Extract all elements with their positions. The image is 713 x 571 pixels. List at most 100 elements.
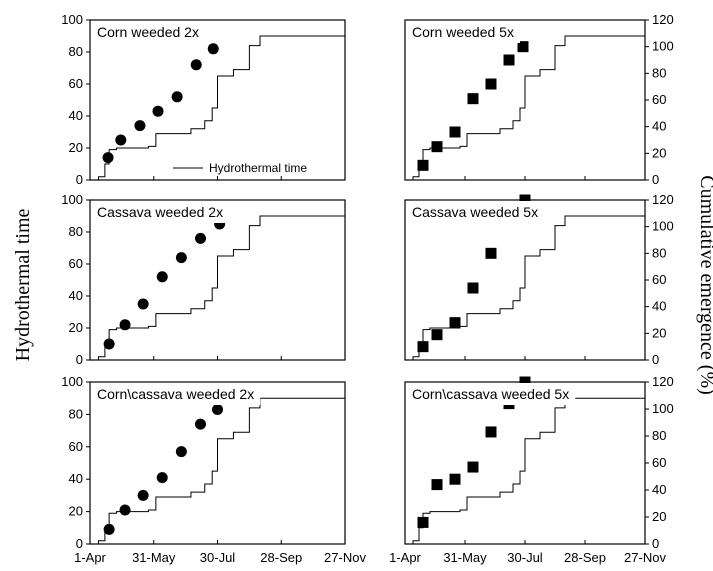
left-axis-label: Hydrothermal time bbox=[12, 209, 34, 362]
data-point-circle bbox=[156, 472, 168, 484]
panel-title: Corn\cassava weeded 5x bbox=[412, 386, 569, 402]
data-point-square bbox=[431, 479, 443, 491]
data-point-square bbox=[467, 93, 479, 105]
x-tick-label: 1-Apr bbox=[389, 550, 421, 565]
panel-title: Corn weeded 2x bbox=[97, 24, 199, 40]
data-point-square bbox=[417, 341, 429, 353]
y-tick-label: 0 bbox=[76, 352, 83, 367]
data-point-circle bbox=[137, 298, 149, 310]
x-tick-label: 30-Jul bbox=[200, 550, 236, 565]
data-point-circle bbox=[102, 152, 114, 164]
y-right-tick-label: 20 bbox=[652, 145, 666, 160]
y-tick-label: 0 bbox=[76, 536, 83, 551]
x-tick-label: 27-Nov bbox=[324, 550, 366, 565]
panel-title-box bbox=[406, 21, 520, 43]
data-point-square bbox=[485, 78, 497, 90]
panel-title-box bbox=[91, 21, 205, 43]
y-right-tick-label: 0 bbox=[652, 352, 659, 367]
y-tick-label: 20 bbox=[69, 320, 83, 335]
panel-title: Corn\cassava weeded 2x bbox=[97, 386, 254, 402]
data-point-square bbox=[485, 247, 497, 259]
panel-title-box bbox=[406, 383, 576, 405]
y-right-tick-label: 40 bbox=[652, 482, 666, 497]
hydrothermal-line bbox=[90, 397, 345, 545]
panel-title-box bbox=[91, 383, 261, 405]
data-point-circle bbox=[103, 338, 115, 350]
hydrothermal-line bbox=[90, 35, 345, 181]
y-right-tick-label: 0 bbox=[652, 172, 659, 187]
y-tick-label: 100 bbox=[61, 12, 83, 27]
y-right-tick-label: 80 bbox=[652, 65, 666, 80]
data-point-circle bbox=[134, 120, 146, 132]
x-tick-label: 1-Apr bbox=[74, 550, 106, 565]
data-point-circle bbox=[195, 418, 206, 430]
y-tick-label: 100 bbox=[61, 374, 83, 389]
data-point-circle bbox=[175, 252, 187, 264]
data-point-circle bbox=[212, 404, 223, 416]
y-right-tick-label: 20 bbox=[652, 509, 666, 524]
hydrothermal-line bbox=[405, 397, 645, 545]
hydrothermal-line bbox=[405, 35, 645, 181]
y-right-tick-label: 60 bbox=[652, 92, 666, 107]
data-point-circle bbox=[119, 504, 131, 516]
y-right-tick-label: 40 bbox=[652, 119, 666, 134]
y-tick-label: 40 bbox=[69, 471, 83, 486]
x-tick-label: 28-Sep bbox=[260, 550, 302, 565]
data-point-circle bbox=[207, 43, 219, 55]
data-point-square bbox=[467, 282, 479, 294]
y-tick-label: 60 bbox=[69, 256, 83, 271]
data-point-square bbox=[449, 317, 461, 329]
y-right-tick-label: 100 bbox=[652, 401, 674, 416]
y-right-tick-label: 60 bbox=[652, 455, 666, 470]
data-point-circle bbox=[190, 59, 202, 71]
y-tick-label: 60 bbox=[69, 76, 83, 91]
x-tick-label: 27-Nov bbox=[624, 550, 666, 565]
data-point-square bbox=[503, 54, 515, 66]
y-right-tick-label: 80 bbox=[652, 245, 666, 260]
y-right-tick-label: 60 bbox=[652, 272, 666, 287]
y-right-tick-label: 100 bbox=[652, 219, 674, 234]
panel-5: 0 20 40 60 80 100 1-Apr 31-May 30-Jul 28-Sep 27-No… bbox=[61, 374, 366, 565]
y-tick-label: 40 bbox=[69, 288, 83, 303]
y-tick-label: 60 bbox=[69, 439, 83, 454]
data-point-circle bbox=[156, 271, 168, 283]
data-point-square bbox=[519, 194, 531, 206]
data-point-circle bbox=[137, 489, 149, 501]
hydrothermal-line bbox=[90, 215, 345, 361]
y-right-tick-label: 20 bbox=[652, 325, 666, 340]
y-tick-label: 80 bbox=[69, 44, 83, 59]
y-right-tick-label: 120 bbox=[652, 374, 674, 389]
data-point-circle bbox=[195, 232, 206, 244]
panel-title: Corn weeded 5x bbox=[412, 24, 514, 40]
y-tick-label: 20 bbox=[69, 504, 83, 519]
y-right-tick-label: 80 bbox=[652, 428, 666, 443]
panel-title: Cassava weeded 5x bbox=[412, 204, 538, 220]
x-tick-label: 31-May bbox=[132, 550, 176, 565]
data-point-circle bbox=[103, 523, 115, 535]
y-right-tick-label: 120 bbox=[652, 192, 674, 207]
y-tick-label: 40 bbox=[69, 108, 83, 123]
data-point-square bbox=[449, 473, 461, 485]
data-point-circle bbox=[171, 91, 183, 103]
y-tick-label: 80 bbox=[69, 224, 83, 239]
x-tick-label: 30-Jul bbox=[507, 550, 543, 565]
y-tick-label: 0 bbox=[76, 172, 83, 187]
x-tick-label: 28-Sep bbox=[564, 550, 606, 565]
panel-4: 0 20 40 60 80 100 120 Cassava weeded 5x bbox=[404, 192, 674, 367]
data-point-square bbox=[449, 126, 461, 138]
panels-group: 0 20 40 60 80 100 Corn weeded 2x Hydrothermal t… bbox=[61, 12, 673, 565]
right-axis-label: Cumulative emergence (%) bbox=[696, 175, 713, 395]
data-point-square bbox=[417, 159, 429, 171]
data-point-circle bbox=[175, 446, 187, 458]
y-right-tick-label: 40 bbox=[652, 299, 666, 314]
y-right-tick-label: 120 bbox=[652, 12, 674, 27]
panel-title-box bbox=[406, 201, 545, 223]
y-right-tick-label: 0 bbox=[652, 536, 659, 551]
panel-1: 0 20 40 60 80 100 Corn weeded 2x Hydrothermal t… bbox=[61, 12, 346, 187]
data-point-circle bbox=[115, 134, 127, 146]
data-point-square bbox=[431, 329, 443, 341]
data-point-square bbox=[417, 516, 429, 528]
panel-title: Cassava weeded 2x bbox=[97, 204, 223, 220]
y-tick-label: 100 bbox=[61, 192, 83, 207]
